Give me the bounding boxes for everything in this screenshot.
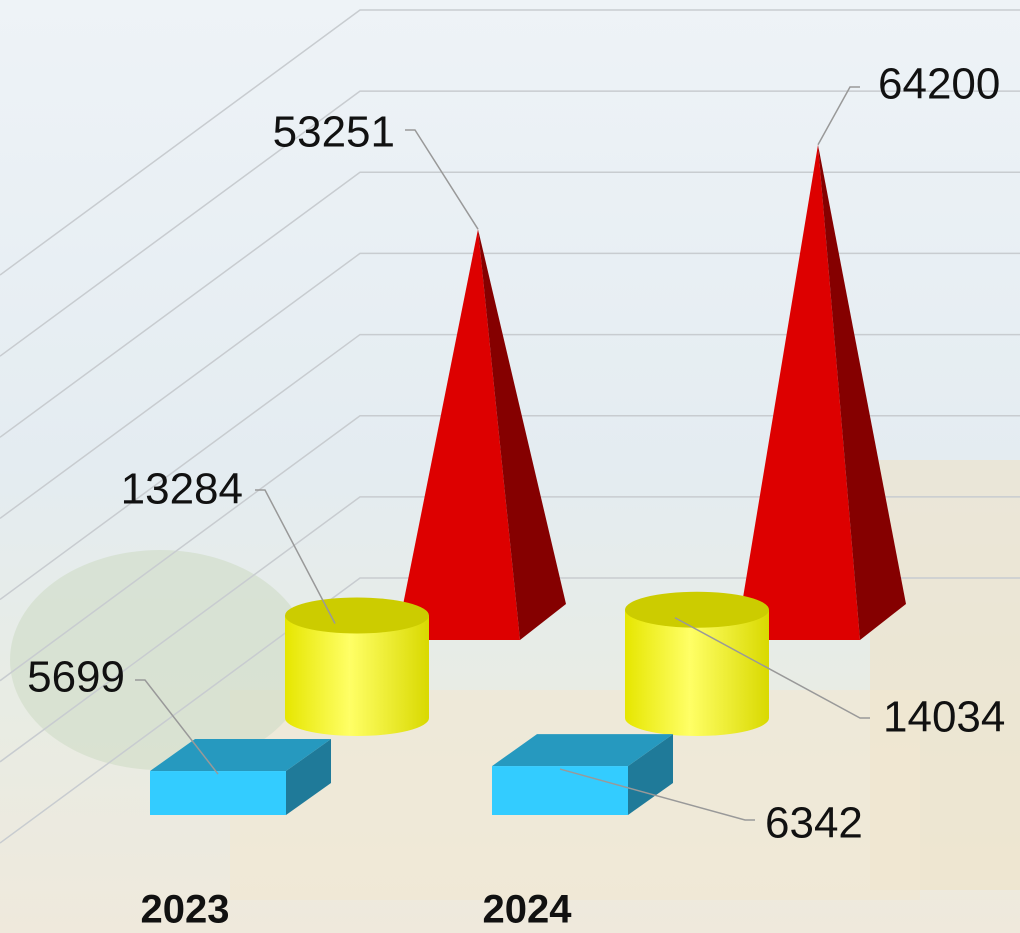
cylinder-top: [285, 597, 429, 634]
cylinder: [285, 597, 429, 736]
pyramid: [736, 144, 906, 640]
plot: [150, 144, 906, 815]
box-top: [150, 739, 331, 772]
leader-line: [674, 617, 870, 719]
leader-line: [817, 86, 860, 146]
cylinder: [625, 591, 769, 736]
data-label: 64200: [878, 60, 1000, 109]
box-side: [286, 739, 331, 815]
box-front: [492, 766, 628, 815]
data-label: 6342: [765, 799, 863, 848]
background-tree: [10, 550, 310, 770]
pyramid-front: [396, 229, 520, 640]
box-top: [492, 734, 673, 767]
x-tick-label: 2024: [483, 888, 573, 932]
leader-line: [255, 489, 336, 624]
grid-line: [0, 90, 1020, 357]
box: [150, 739, 331, 815]
pyramid: [396, 229, 566, 640]
leader-line: [405, 129, 479, 230]
grid-line: [0, 9, 1020, 276]
box-side: [628, 734, 673, 815]
grid-line: [0, 252, 1020, 520]
data-label: 13284: [121, 465, 243, 514]
leader-line: [559, 768, 755, 821]
data-label: 5699: [27, 653, 125, 702]
grid-line: [0, 171, 1020, 438]
data-label: 53251: [273, 108, 395, 157]
box: [492, 734, 673, 815]
pyramid-front: [736, 144, 860, 640]
box-front: [150, 771, 286, 815]
x-tick-label: 2023: [141, 888, 230, 932]
cylinder-top: [625, 591, 769, 628]
pyramid-side: [818, 144, 906, 640]
leader-line: [135, 679, 219, 775]
data-label: 14034: [883, 693, 1005, 742]
pyramid-side: [478, 229, 566, 640]
cylinder-body: [625, 609, 769, 718]
